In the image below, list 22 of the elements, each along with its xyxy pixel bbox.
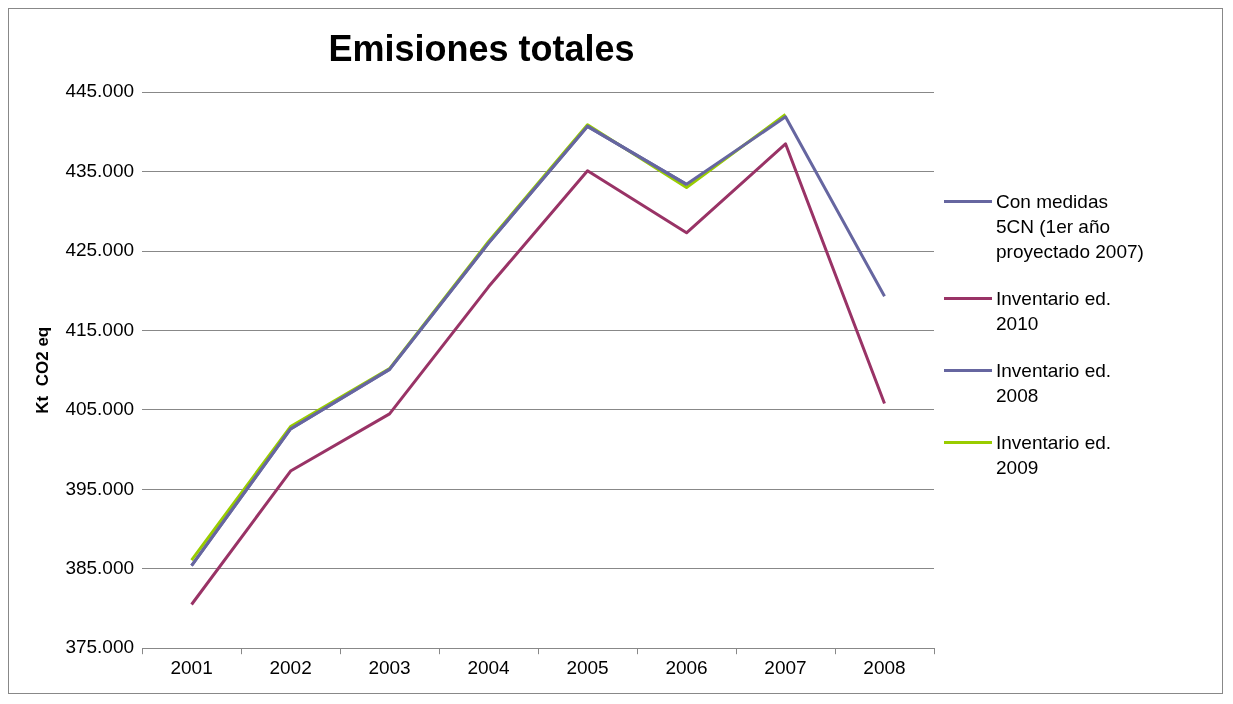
y-tick-label: 415.000 (65, 318, 135, 340)
x-tick-label: 2003 (368, 656, 411, 678)
x-tick-label: 2001 (170, 656, 213, 678)
y-tick-label: 385.000 (65, 557, 135, 579)
x-tick-label: 2004 (467, 656, 511, 678)
x-tick-label: 2002 (269, 656, 312, 678)
x-tick-label: 2005 (566, 656, 609, 678)
y-axis-title: Kt CO2 eq (32, 326, 52, 414)
y-tick-label: 435.000 (65, 159, 135, 181)
y-tick-label: 405.000 (65, 398, 135, 420)
y-tick-label: 425.000 (65, 239, 135, 261)
legend-label: Inventario ed. 2010 (996, 287, 1113, 336)
y-tick-label: 445.000 (65, 80, 135, 102)
legend-label: Inventario ed. 2008 (996, 359, 1113, 408)
legend-label: Con medidas 5CN (1er año proyectado 2007) (996, 190, 1145, 264)
y-tick-label: 395.000 (65, 477, 135, 499)
y-tick-label: 375.000 (65, 636, 135, 658)
x-tick-label: 2008 (863, 656, 906, 678)
legend-label: Inventario ed. 2009 (996, 431, 1113, 480)
x-tick-label: 2007 (764, 656, 807, 678)
chart-title: Emisiones totales (328, 27, 635, 69)
x-tick-label: 2006 (665, 656, 708, 678)
